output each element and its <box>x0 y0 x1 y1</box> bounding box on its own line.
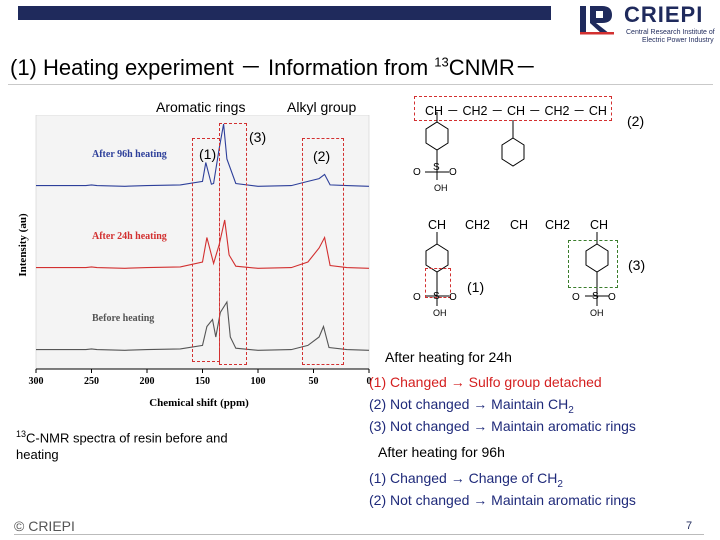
chain-label-2: (2) <box>627 113 645 129</box>
header-bar <box>18 6 551 20</box>
logo-subtitle: Central Research Institute of <box>626 29 715 36</box>
label-box-2: (2) <box>313 148 331 164</box>
label-alkyl-group: Alkyl group <box>287 99 357 115</box>
label-aromatic-rings: Aromatic rings <box>156 99 246 115</box>
sulfo-o-right-bottom-right: O <box>608 292 616 303</box>
chain-ch-2: CH <box>510 218 529 232</box>
sulfo-o-right-top: O <box>449 167 457 178</box>
result-24h-item-2: (2) Not changed → Maintain CH2 <box>369 396 574 416</box>
sulfo-s-bottom-left: S <box>433 291 440 302</box>
chain-ch2-1: CH2 <box>465 218 491 232</box>
footer-divider <box>14 534 704 535</box>
series-line <box>36 300 370 351</box>
chain-ch2-2: CH2 <box>545 218 571 232</box>
y-axis-label: Intensity (au) <box>17 213 29 277</box>
x-tick-label: 300 <box>29 376 44 387</box>
chain-ch-3: CH <box>590 218 609 232</box>
series-label: After 96h heating <box>92 149 167 160</box>
title-suffix: CNMR－ <box>448 55 537 80</box>
caption-sup: 13 <box>16 429 27 439</box>
nmr-spectrum-chart: 300 250 200 150 100 50 0 After 96h heatingAfte… <box>17 115 372 409</box>
structure-label-1: (1) <box>467 279 485 295</box>
title-divider <box>8 84 713 85</box>
structure-bottom-icon <box>425 232 609 306</box>
result-96h-item-2: (2) Not changed → Maintain aromatic ring… <box>369 492 636 508</box>
result-96h-item-1-text: (1) Changed → Change of CH <box>369 470 558 486</box>
sulfo-o-left-top: O <box>413 167 421 178</box>
logo-name: CRIEPI <box>624 2 704 27</box>
highlight-box-2 <box>302 138 344 365</box>
label-box-3: (3) <box>249 129 267 145</box>
chart-caption-2: heating <box>16 447 59 462</box>
x-tick-label: 150 <box>195 376 210 387</box>
sulfo-s-bottom-right: S <box>592 291 599 302</box>
sulfo-oh-top: OH <box>434 183 448 193</box>
series-line <box>36 219 370 269</box>
structure-label-3: (3) <box>628 257 646 273</box>
slide-title: (1) Heating experiment － Information fro… <box>10 50 537 82</box>
title-prefix: (1) Heating experiment － Information fro… <box>10 55 435 80</box>
title-sup: 13 <box>434 54 449 70</box>
result-24h-title: After heating for 24h <box>385 349 512 365</box>
x-tick-label: 250 <box>84 376 99 387</box>
sulfo-oh-bottom-left: OH <box>433 308 447 318</box>
x-tick-label: 50 <box>309 376 319 387</box>
result-24h-item-1: (1) Changed → Sulfo group detached <box>369 374 602 390</box>
structure-top-icon <box>425 112 525 180</box>
polymer-chain-top: CH － CH2 － CH － CH2 － CH <box>425 104 607 118</box>
series-label: Before heating <box>92 313 154 324</box>
highlight-aromatic-box <box>568 240 618 288</box>
x-tick-label: 100 <box>251 376 266 387</box>
label-box-1: (1) <box>199 146 217 162</box>
result-24h-item-2-text: (2) Not changed → Maintain CH <box>369 396 569 412</box>
x-tick-label: 0 <box>367 376 372 387</box>
plot-area <box>35 115 370 370</box>
x-axis-label: Chemical shift (ppm) <box>149 397 249 409</box>
logo-subtitle-2: Electric Power Industry <box>642 37 714 44</box>
sulfo-oh-bottom-right: OH <box>590 308 604 318</box>
caption-text: C-NMR spectra of resin before and <box>26 430 228 446</box>
result-24h-item-3: (3) Not changed → Maintain aromatic ring… <box>369 418 636 434</box>
page-number: 7 <box>686 520 693 532</box>
chart-caption: 13C-NMR spectra of resin before and <box>16 429 228 445</box>
sulfo-s-top: S <box>433 162 440 173</box>
x-tick-label: 200 <box>140 376 155 387</box>
highlight-sulfo-box <box>425 268 451 298</box>
sulfo-o-left-bottom: O <box>413 292 421 303</box>
highlight-box-3 <box>219 123 247 365</box>
footer-logo: © CRIEPI <box>14 518 75 534</box>
sulfo-o-right-bottom: O <box>449 292 457 303</box>
series-labels: After 96h heating After 24h heating Before… <box>92 149 167 324</box>
result-24h-item-2-sub: 2 <box>568 404 574 416</box>
highlight-box-1 <box>192 138 220 362</box>
chain-ch-1: CH <box>428 218 447 232</box>
result-96h-item-1: (1) Changed → Change of CH2 <box>369 470 563 490</box>
x-ticks: 300 250 200 150 100 50 0 <box>29 369 372 387</box>
criepi-logo-icon <box>580 6 614 35</box>
result-96h-item-1-sub: 2 <box>557 478 563 490</box>
sulfo-o-left-bottom-right: O <box>572 292 580 303</box>
result-96h-title: After heating for 96h <box>378 444 505 460</box>
series-label: After 24h heating <box>92 231 167 242</box>
